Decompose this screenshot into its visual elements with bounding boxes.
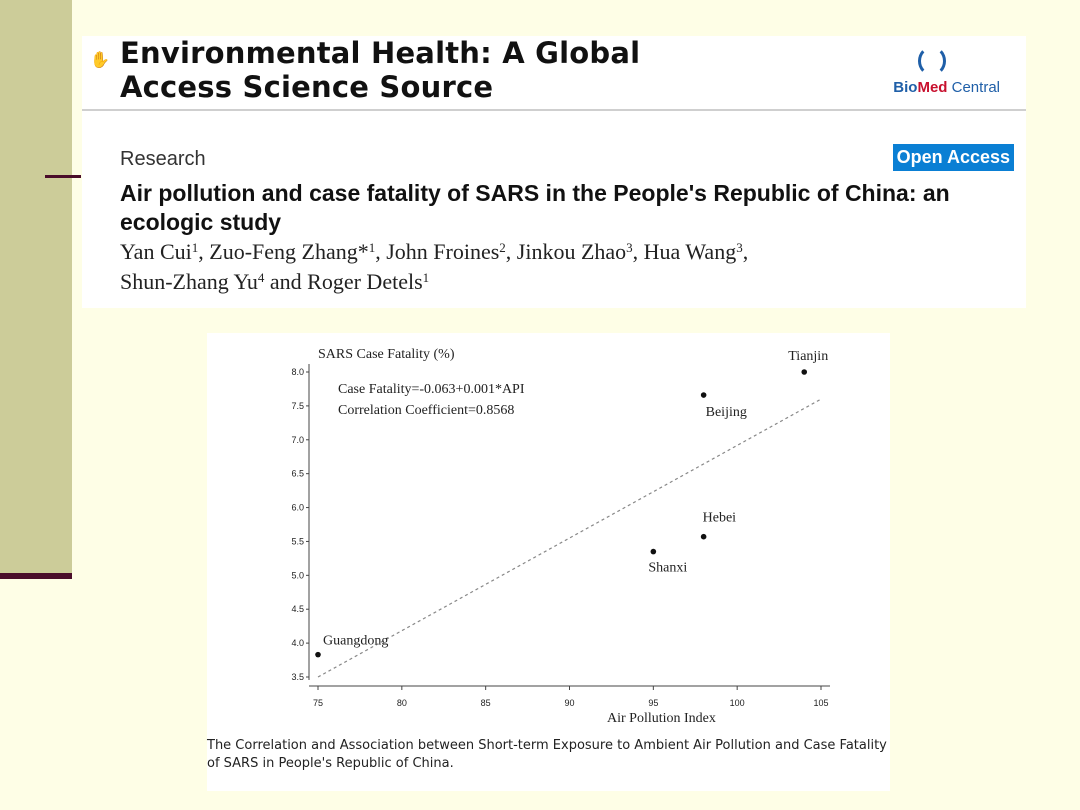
author-name: John Froines [386,239,500,264]
point-label: Beijing [706,405,747,420]
y-tick-label: 7.5 [291,401,304,411]
y-tick-label: 5.0 [291,570,304,580]
author-name: Jinkou Zhao [516,239,627,264]
point-label: Shanxi [648,561,687,576]
author-name: Hua Wang [643,239,737,264]
logo-central: Central [947,79,1000,96]
author: Jinkou Zhao3, [517,239,644,264]
y-tick-label: 3.5 [291,672,304,682]
x-tick-label: 90 [564,698,574,708]
author-name: Shun-Zhang Yu [120,269,258,294]
x-tick-label: 105 [813,698,828,708]
author: Roger Detels1 [307,269,429,294]
y-tick-label: 4.5 [291,604,304,614]
author: Yan Cui1, [120,239,209,264]
data-point [700,392,707,398]
author-separator: and [264,269,308,294]
open-access-badge: Open Access [892,144,1014,171]
journal-title-line-2: Access Science Source [120,70,494,104]
accent-rule-bottom [0,573,72,579]
author: Hua Wang3, [644,239,749,264]
author-affiliation: 1 [422,270,430,285]
data-point [315,651,321,658]
y-tick-label: 7.0 [291,435,304,445]
accent-rule-top [45,175,81,178]
x-axis-label: Air Pollution Index [607,711,716,726]
y-tick-label: 5.5 [291,536,304,546]
author-affiliation: 1 [191,240,199,255]
author-list: Yan Cui1, Zuo-Feng Zhang*1, John Froines… [120,237,1000,297]
logo-arc-icon [918,46,946,76]
author-separator: , [505,239,517,264]
x-tick-label: 75 [313,698,323,708]
section-label: Research [120,148,206,170]
journal-title: Environmental Health: A Global Access Sc… [120,36,760,104]
author-affiliation: 2 [499,240,506,255]
data-point [650,548,657,555]
equation-annotation: Case Fatality=-0.063+0.001*API [338,382,525,397]
author: Shun-Zhang Yu4 and [120,269,307,294]
author-separator: , [375,239,387,264]
logo-bio: Bio [893,79,918,96]
x-tick-label: 95 [648,698,658,708]
hand-pointer-icon: ✋ [90,52,110,69]
figure-panel: 3.5 4.0 4.5 5.0 5.5 6.0 6.5 7.0 7.5 8.0 75 80 85 90 95… [207,333,890,791]
scatter-chart: 3.5 4.0 4.5 5.0 5.5 6.0 6.5 7.0 7.5 8.0 75 80 85 90 95… [291,347,830,726]
journal-title-line-1: Environmental Health: A Global [120,36,641,70]
author-affiliation: 3 [736,240,743,255]
y-tick-label: 6.0 [291,503,304,513]
point-label: Guangdong [323,634,388,649]
logo-med: Med [917,79,948,96]
trend-line [317,398,822,678]
author-name: Zuo-Feng Zhang* [209,239,369,264]
author-separator: , [742,239,749,264]
author-separator: , [198,239,210,264]
author-affiliation: 3 [626,240,633,255]
y-tick-label: 4.0 [291,638,304,648]
figure-caption: The Correlation and Association between … [207,738,887,771]
author-name: Yan Cui [120,239,192,264]
author-affiliation: 4 [257,270,265,285]
author-affiliation: 1 [368,240,376,255]
data-point [700,533,707,540]
author: John Froines2, [386,239,517,264]
y-tick-label: 8.0 [291,367,304,377]
data-point [801,369,808,375]
paper-header-banner: ✋ Environmental Health: A Global Access … [82,36,1026,308]
author: Zuo-Feng Zhang*1, [209,239,386,264]
author-name: Roger Detels [307,269,423,294]
point-label: Tianjin [788,349,828,364]
y-tick-label: 6.5 [291,469,304,479]
biomed-central-logo: BioMed Central [880,46,1000,96]
equation-annotation: Correlation Coefficient=0.8568 [338,403,514,418]
logo-text: BioMed Central [893,79,1000,96]
x-tick-label: 100 [730,698,745,708]
x-tick-label: 80 [397,698,407,708]
side-band [0,0,72,578]
article-title: Air pollution and case fatality of SARS … [120,180,950,235]
x-tick-label: 85 [481,698,491,708]
point-label: Hebei [703,511,737,526]
header-divider [82,109,1026,111]
y-axis-label: SARS Case Fatality (%) [318,347,455,362]
author-separator: , [632,239,644,264]
